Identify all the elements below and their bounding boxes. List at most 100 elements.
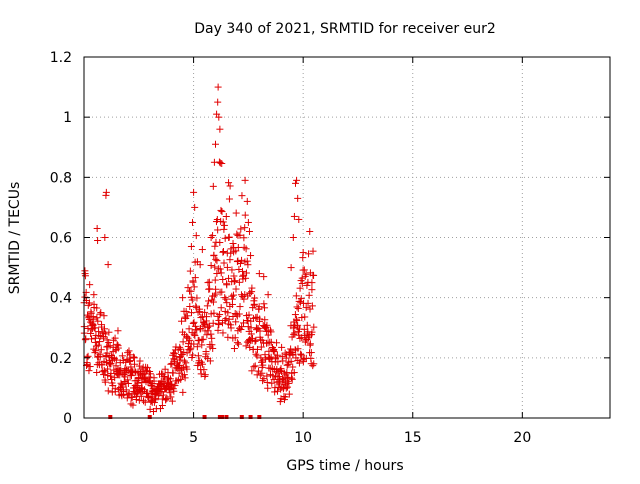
y-tick-label: 1.2: [50, 50, 72, 66]
data-point: [100, 366, 108, 374]
data-point: [224, 333, 232, 341]
data-point: [122, 358, 130, 366]
data-point: [134, 379, 142, 387]
data-point: [141, 398, 149, 406]
data-point: [298, 314, 306, 322]
data-point: [257, 336, 265, 344]
data-point: [227, 324, 235, 332]
data-point-spike: [245, 227, 253, 235]
data-point: [213, 257, 221, 265]
data-point-spike: [214, 98, 222, 106]
data-point: [257, 343, 265, 351]
data-point: [256, 327, 264, 335]
data-point: [255, 303, 263, 311]
data-point-spike: [81, 270, 89, 278]
data-point-spike: [217, 206, 225, 214]
data-point: [186, 346, 194, 354]
data-point: [306, 340, 314, 348]
data-point: [92, 347, 100, 355]
data-point: [169, 369, 177, 377]
data-point: [130, 353, 138, 361]
data-point: [125, 347, 133, 355]
data-point: [182, 307, 190, 315]
data-point: [159, 391, 167, 399]
data-point: [118, 352, 126, 360]
data-point-spike: [289, 234, 297, 241]
data-point: [186, 267, 194, 275]
data-point: [203, 313, 211, 321]
data-point: [226, 256, 234, 264]
data-point: [110, 366, 118, 374]
data-point: [135, 362, 143, 370]
data-point-spike: [190, 188, 198, 196]
data-point: [305, 334, 313, 342]
data-point: [105, 328, 113, 336]
data-point: [168, 397, 176, 405]
data-point: [203, 302, 211, 310]
data-point: [168, 380, 176, 388]
data-point-spike: [216, 125, 224, 133]
data-point: [261, 304, 269, 312]
data-point: [302, 270, 310, 278]
data-point: [187, 309, 195, 317]
data-point: [225, 179, 233, 187]
data-point: [310, 360, 318, 368]
x-tick-label: 0: [80, 430, 89, 446]
data-point: [279, 357, 287, 365]
data-point: [167, 360, 175, 368]
data-point: [224, 309, 232, 317]
data-point: [305, 250, 313, 258]
data-point: [216, 159, 224, 167]
data-point: [219, 248, 227, 256]
data-point: [211, 276, 219, 284]
data-point: [124, 380, 132, 388]
data-point: [150, 377, 158, 385]
chart-title: Day 340 of 2021, SRMTID for receiver eur…: [194, 21, 496, 37]
data-point: [285, 379, 293, 387]
data-point: [184, 284, 192, 292]
data-point: [309, 247, 317, 255]
data-point: [84, 352, 92, 360]
data-point: [233, 230, 241, 238]
data-point: [235, 278, 243, 286]
data-point: [232, 209, 240, 217]
data-point: [180, 357, 188, 365]
data-point: [167, 393, 175, 401]
data-point: [283, 361, 291, 369]
data-point: [102, 330, 110, 338]
y-tick-label: 1: [63, 110, 72, 126]
data-point: [210, 251, 218, 259]
data-point: [85, 367, 93, 375]
data-point: [112, 356, 120, 364]
data-point: [236, 231, 244, 239]
data-point: [197, 314, 205, 322]
plot-frame: [83, 56, 611, 419]
data-point: [180, 348, 188, 356]
data-point: [218, 160, 226, 168]
data-point: [238, 256, 246, 264]
data-point: [206, 285, 214, 293]
data-point-spike: [290, 212, 298, 220]
data-point: [177, 375, 185, 383]
data-point: [199, 360, 207, 368]
data-point: [263, 372, 271, 380]
data-point-spike: [210, 158, 218, 166]
data-point: [230, 277, 238, 285]
data-point-spike: [229, 240, 237, 248]
data-point: [297, 295, 305, 303]
data-point: [237, 225, 245, 233]
data-point: [248, 284, 256, 292]
data-point: [194, 308, 202, 316]
data-point: [156, 405, 164, 413]
data-point-spike: [130, 354, 138, 362]
data-point: [250, 300, 258, 308]
data-point: [209, 344, 217, 352]
data-point-spike: [225, 234, 233, 241]
zero-marker: [217, 415, 222, 419]
data-point: [211, 263, 219, 271]
data-point: [291, 329, 299, 337]
zero-marker: [147, 415, 152, 419]
data-point: [303, 321, 311, 329]
zero-marker: [248, 415, 253, 419]
